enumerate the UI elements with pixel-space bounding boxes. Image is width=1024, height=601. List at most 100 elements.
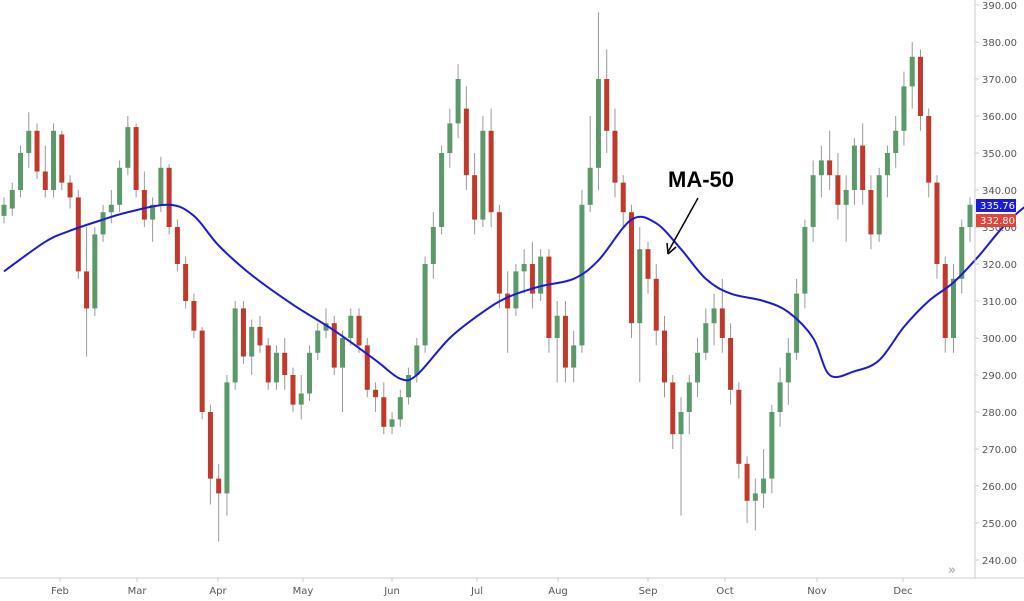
candle-body-down: [934, 182, 940, 264]
y-tick-label: 320.00: [982, 260, 1017, 271]
candlestick: [521, 249, 527, 294]
y-tick-label: 290.00: [982, 371, 1017, 382]
candlestick: [554, 301, 560, 383]
candle-body-up: [901, 86, 907, 131]
candle-body-down: [174, 227, 180, 264]
candle-body-up: [884, 153, 890, 176]
candlestick: [315, 323, 321, 361]
candle-body-up: [909, 56, 915, 87]
candle-body-down: [216, 478, 222, 494]
candle-body-up: [571, 345, 577, 368]
ma-annotation-label: MA-50: [668, 167, 734, 192]
candle-body-up: [224, 382, 230, 494]
y-tick-label: 390.00: [982, 1, 1017, 12]
candle-body-up: [876, 175, 882, 235]
candlestick: [273, 345, 279, 390]
y-tick-label: 300.00: [982, 334, 1017, 345]
x-tick-label: Mar: [128, 586, 148, 597]
candle-body-up: [769, 412, 775, 479]
candle-body-up: [513, 271, 519, 309]
candlestick: [967, 197, 973, 242]
x-tick-label: Sep: [639, 586, 658, 597]
candlestick: [84, 227, 90, 357]
candlestick: [9, 182, 15, 216]
ma-annotation: MA-50: [666, 167, 734, 255]
candle-body-down: [257, 326, 263, 346]
candlestick: [670, 375, 676, 449]
candlestick: [191, 293, 197, 338]
candle-body-up: [447, 123, 453, 153]
candle-body-down: [199, 330, 205, 412]
y-tick-label: 380.00: [982, 38, 1017, 49]
candle-body-up: [348, 315, 354, 338]
candle-body-up: [777, 382, 783, 412]
candlestick: [942, 256, 948, 353]
candle-body-up: [51, 130, 57, 190]
candlestick: [802, 219, 808, 309]
candlestick: [282, 338, 288, 390]
candle-body-down: [917, 56, 923, 116]
candlestick: [26, 112, 32, 168]
candle-body-up: [678, 412, 684, 435]
candlestick: [810, 160, 816, 242]
x-tick-label: Jun: [383, 586, 400, 597]
candle-body-down: [612, 130, 618, 183]
candlestick: [117, 160, 123, 213]
candlestick: [224, 375, 230, 516]
ma-value-label: 332.80: [980, 216, 1015, 227]
candle-body-down: [282, 352, 288, 375]
candlestick: [389, 412, 395, 435]
candle-body-down: [84, 271, 90, 309]
candle-body-down: [67, 182, 73, 198]
scroll-to-end-button[interactable]: »: [948, 563, 956, 578]
candle-body-up: [273, 352, 279, 383]
x-tick-label: Aug: [548, 586, 568, 597]
candle-body-down: [381, 397, 387, 427]
candle-body-up: [306, 352, 312, 394]
candlestick: [373, 382, 379, 412]
y-axis-ticks: 240.00 250.00 260.00 270.00 280.00 290.00 300.…: [975, 1, 1017, 567]
candle-body-down: [546, 256, 552, 338]
candlestick: [835, 153, 841, 220]
y-tick-label: 250.00: [982, 519, 1017, 530]
candlestick: [298, 375, 304, 420]
candle-body-down: [736, 389, 742, 464]
candle-body-down: [653, 278, 659, 331]
candle-body-up: [100, 212, 106, 235]
candlestick: [397, 389, 403, 427]
x-axis-ticks: Feb Mar Apr May Jun Jul Aug Sep Oct Nov Dec: [51, 578, 913, 597]
candlestick: [257, 315, 263, 353]
candlestick: [909, 42, 915, 109]
candlestick: [711, 293, 717, 346]
candlestick: [827, 130, 833, 190]
candle-body-down: [240, 308, 246, 357]
candle-body-up: [521, 264, 527, 272]
candlestick: [174, 219, 180, 272]
candlestick: [125, 116, 131, 176]
candle-body-up: [1, 204, 7, 216]
candlestick: [513, 264, 519, 316]
candlestick: [678, 397, 684, 516]
candle-body-up: [414, 345, 420, 375]
candlestick: [232, 301, 238, 390]
candle-body-down: [207, 412, 213, 479]
candlestick: [183, 256, 189, 309]
candle-body-down: [141, 190, 147, 220]
candlestick: [42, 145, 48, 198]
x-tick-label: Apr: [209, 586, 227, 597]
candlestick: [620, 175, 626, 227]
candlestick: [439, 145, 445, 235]
y-tick-label: 280.00: [982, 408, 1017, 419]
candle-body-down: [373, 389, 379, 398]
y-tick-label: 310.00: [982, 297, 1017, 308]
candlestick: [331, 315, 337, 375]
candlestick: [496, 204, 502, 309]
candle-body-up: [340, 338, 346, 368]
candlestick: [323, 308, 329, 338]
candlestick: [166, 164, 172, 235]
candles-layer: [1, 12, 973, 542]
candle-body-up: [794, 293, 800, 353]
candlestick: [686, 375, 692, 435]
candle-body-down: [34, 130, 40, 172]
y-tick-label: 330.00: [982, 223, 1017, 234]
